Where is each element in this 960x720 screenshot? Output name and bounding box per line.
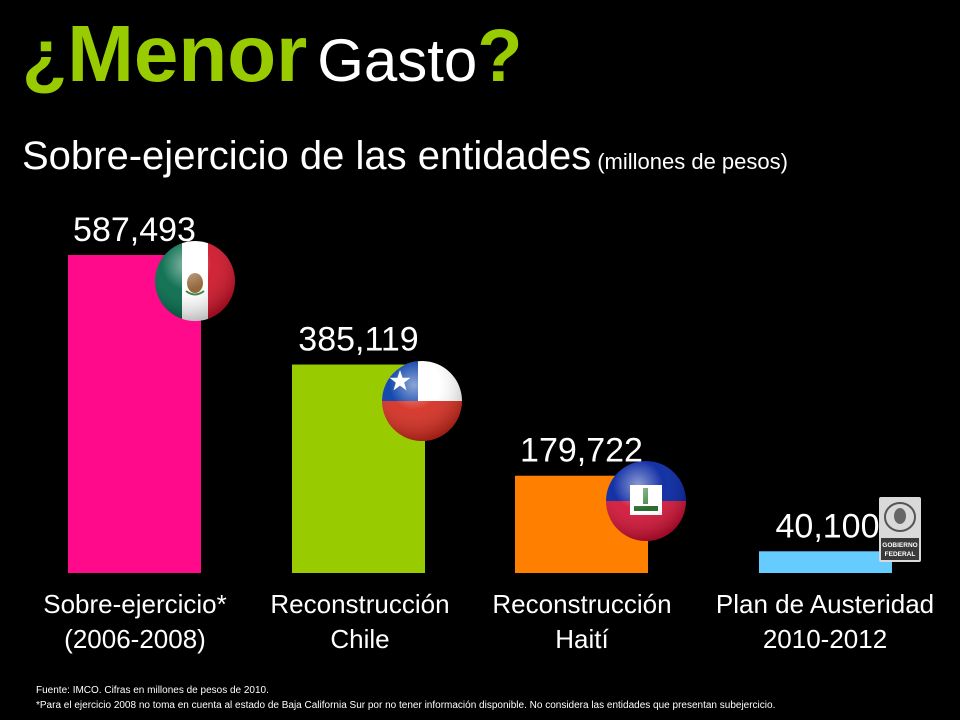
logo-text-federal: FEDERAL — [885, 551, 916, 558]
value-label-2: 385,119 — [298, 321, 418, 359]
subtitle-main: Sobre-ejercicio de las entidades — [22, 134, 592, 178]
gobierno-federal-logo-icon: GOBIERNO FEDERAL — [879, 497, 921, 562]
chile-flag-icon — [382, 361, 462, 441]
title-menor: Menor — [67, 9, 308, 98]
category-label-1-line-2: (2006-2008) — [64, 624, 206, 654]
logo-text-gobierno: GOBIERNO — [882, 542, 917, 549]
mexico-flag-icon — [155, 241, 235, 321]
category-label-1-line-1: Sobre-ejercicio* — [43, 589, 227, 619]
bar-4 — [759, 551, 892, 573]
title-gasto: Gasto — [317, 27, 478, 94]
haiti-flag-icon — [606, 461, 686, 541]
category-label-3-line-2: Haití — [555, 624, 609, 654]
value-label-3: 179,722 — [520, 432, 643, 470]
category-label-3-line-1: Reconstrucción — [492, 589, 671, 619]
chart-subtitle: Sobre-ejercicio de las entidades (millone… — [22, 134, 788, 179]
category-label-2-line-2: Chile — [330, 624, 389, 654]
footnote-note: *Para el ejercicio 2008 no toma en cuent… — [36, 700, 776, 711]
category-label-4-line-1: Plan de Austeridad — [716, 589, 934, 619]
page-title: ¿Menor Gasto? — [22, 8, 522, 100]
value-label-1: 587,493 — [73, 211, 196, 249]
category-label-4-line-2: 2010-2012 — [763, 624, 887, 654]
footnote-source: Fuente: IMCO. Cifras en millones de peso… — [36, 685, 269, 696]
subtitle-unit: (millones de pesos) — [597, 149, 788, 174]
title-close-question: ? — [477, 14, 523, 97]
value-label-4: 40,100 — [776, 507, 880, 545]
category-label-2-line-1: Reconstrucción — [270, 589, 449, 619]
title-open-question: ¿ — [22, 14, 68, 97]
